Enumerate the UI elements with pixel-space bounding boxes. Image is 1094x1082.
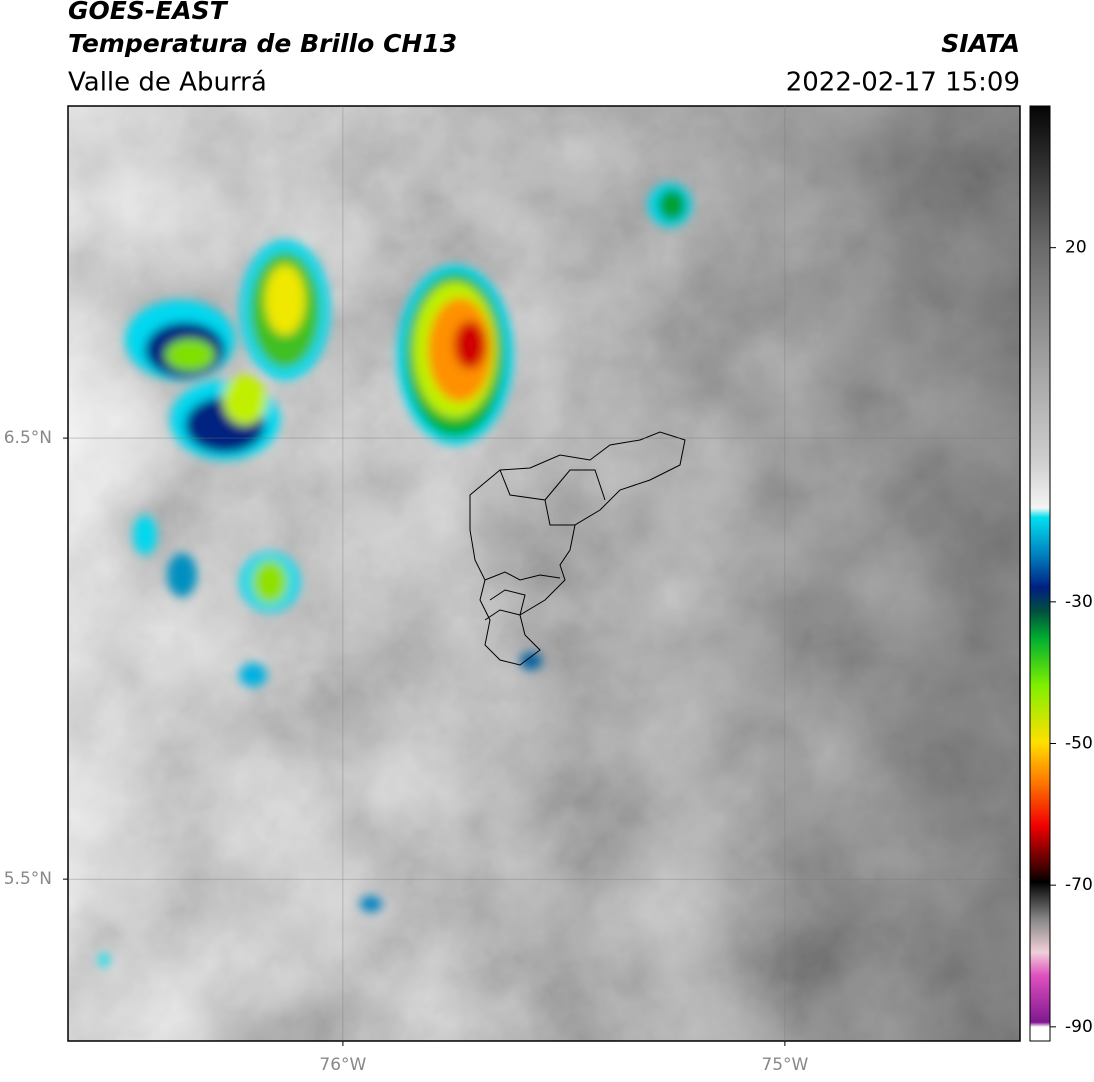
y-tick-label: 5.5°N [4,869,52,889]
subtitle: Temperatura de Brillo CH13 [68,29,457,58]
map-image [68,106,1020,1041]
colorbar-tick-label: -70 [1065,875,1093,895]
map-frame [67,105,1021,1042]
colorbar [1029,105,1051,1042]
x-tick-label: 76°W [319,1055,366,1075]
x-tick-label: 75°W [761,1055,808,1075]
municipal-boundaries [469,431,686,666]
y-tick-label: 6.5°N [4,428,52,448]
datetime: 2022-02-17 15:09 [786,68,1020,98]
title: GOES-EAST [68,0,229,25]
colorbar-tick-label: -90 [1065,1017,1093,1037]
region: Valle de Aburrá [68,68,267,98]
colorbar-tick-label: 20 [1065,238,1087,258]
colorbar-tick-label: -50 [1065,734,1093,754]
source: SIATA [941,29,1020,58]
storm-cells [99,183,692,967]
colorbar-tick-label: -30 [1065,592,1093,612]
